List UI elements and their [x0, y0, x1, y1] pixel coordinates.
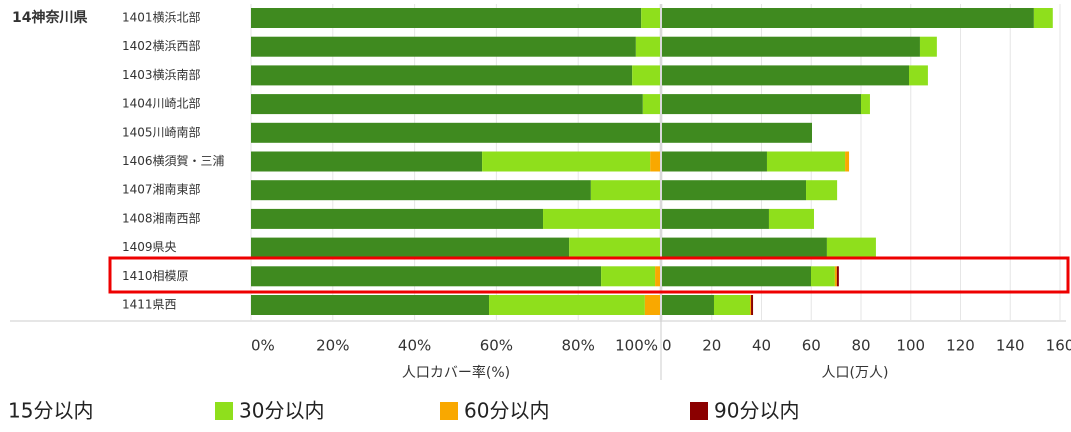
bar-segment	[662, 295, 714, 315]
x-tick-label: 160	[1046, 337, 1071, 355]
legend-label: 15分以内	[8, 399, 93, 423]
bar-segment	[489, 295, 645, 315]
bar-segment	[826, 237, 876, 258]
x-tick-label: 80%	[562, 337, 595, 355]
bar-segment	[909, 65, 928, 86]
legend-label: 90分以内	[714, 399, 799, 423]
bar-segment	[834, 266, 837, 287]
bar-segment	[251, 237, 570, 258]
bar-segment	[662, 36, 920, 57]
bar-segment	[811, 266, 835, 287]
bar-segment	[642, 94, 660, 115]
bar-segment	[543, 208, 660, 229]
highlight-box	[108, 256, 1070, 294]
bar-segment	[919, 36, 937, 57]
category-label: 1402横浜西部	[122, 38, 201, 53]
bar-segment	[251, 94, 643, 115]
x-tick-label: 40	[752, 337, 771, 355]
category-label: 1408湘南西部	[122, 210, 201, 225]
legend-label: 60分以内	[464, 399, 549, 423]
bar-segment	[251, 266, 602, 287]
category-label: 1407湘南東部	[122, 182, 201, 197]
category-label: 1410相模原	[122, 269, 189, 283]
x-tick-label: 140	[996, 337, 1025, 355]
x-tick-label: 120	[946, 337, 975, 355]
bar-segment	[806, 180, 838, 201]
bar-segment	[766, 151, 846, 172]
category-label: 1405川崎南部	[122, 124, 201, 139]
x-tick-label: 60%	[480, 337, 513, 355]
legend-swatch	[215, 402, 233, 420]
x-tick-label: 40%	[398, 337, 431, 355]
bar-segment	[251, 65, 633, 86]
bar-segment	[713, 295, 751, 315]
x-axis-title: 人口(万人)	[822, 365, 889, 381]
bar-segment	[662, 151, 767, 172]
bar-segment	[641, 8, 660, 28]
bar-segment	[662, 237, 827, 258]
legend-swatch	[690, 402, 708, 420]
bar-segment	[251, 151, 483, 172]
x-axis-title: 人口カバー率(%)	[402, 364, 510, 381]
category-label: 1403横浜南部	[122, 67, 201, 82]
bar-segment	[650, 151, 660, 172]
bar-segment	[251, 180, 591, 201]
bar-segment	[251, 122, 660, 143]
bar-segment	[251, 8, 642, 28]
bar-segment	[662, 122, 812, 143]
bar-segment	[251, 36, 636, 57]
bar-segment	[644, 295, 660, 315]
bar-segment	[662, 8, 1034, 28]
bar-segment	[836, 266, 839, 287]
bar-segment	[751, 295, 754, 315]
bar-segment	[662, 94, 861, 115]
x-tick-label: 80	[851, 337, 870, 355]
x-tick-label: 60	[802, 337, 821, 355]
bar-segment	[662, 180, 807, 201]
x-tick-label: 20	[702, 337, 721, 355]
bar-segment	[662, 208, 769, 229]
category-label: 1401横浜北部	[122, 10, 201, 25]
bar-segment	[1033, 8, 1053, 28]
bar-segment	[845, 151, 850, 172]
bar-segment	[750, 295, 752, 315]
bar-segment	[662, 65, 910, 86]
bar-segment	[662, 266, 812, 287]
bar-segment	[590, 180, 660, 201]
bar-segment	[635, 36, 660, 57]
group-label: 14神奈川県	[12, 9, 87, 26]
category-label: 1404川崎北部	[122, 96, 201, 111]
bar-segment	[861, 94, 870, 115]
bar-segment	[251, 208, 544, 229]
x-tick-label: 20%	[316, 337, 349, 355]
bar-segment	[569, 237, 660, 258]
category-label: 1406横須賀・三浦	[122, 154, 225, 168]
category-label: 1411県西	[122, 298, 177, 312]
x-tick-label: 100	[896, 337, 925, 355]
x-tick-label: 0%	[251, 337, 275, 355]
bar-segment	[655, 266, 660, 287]
bar-segment	[601, 266, 656, 287]
x-tick-label: 100%	[615, 337, 658, 355]
legend-label: 30分以内	[239, 399, 324, 423]
bar-segment	[768, 208, 814, 229]
bar-segment	[482, 151, 651, 172]
x-tick-label: 0	[662, 337, 672, 355]
bar-segment	[251, 295, 490, 315]
category-label: 1409県央	[122, 240, 177, 254]
legend-swatch	[440, 402, 458, 420]
bar-segment	[632, 65, 660, 86]
